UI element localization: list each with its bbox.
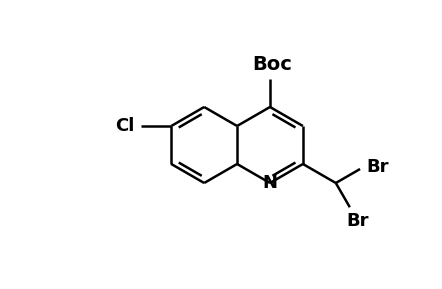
Text: Br: Br	[367, 158, 389, 176]
Text: N: N	[263, 174, 278, 192]
Text: Cl: Cl	[116, 117, 135, 135]
Text: Boc: Boc	[252, 55, 292, 75]
Text: Br: Br	[347, 212, 369, 230]
